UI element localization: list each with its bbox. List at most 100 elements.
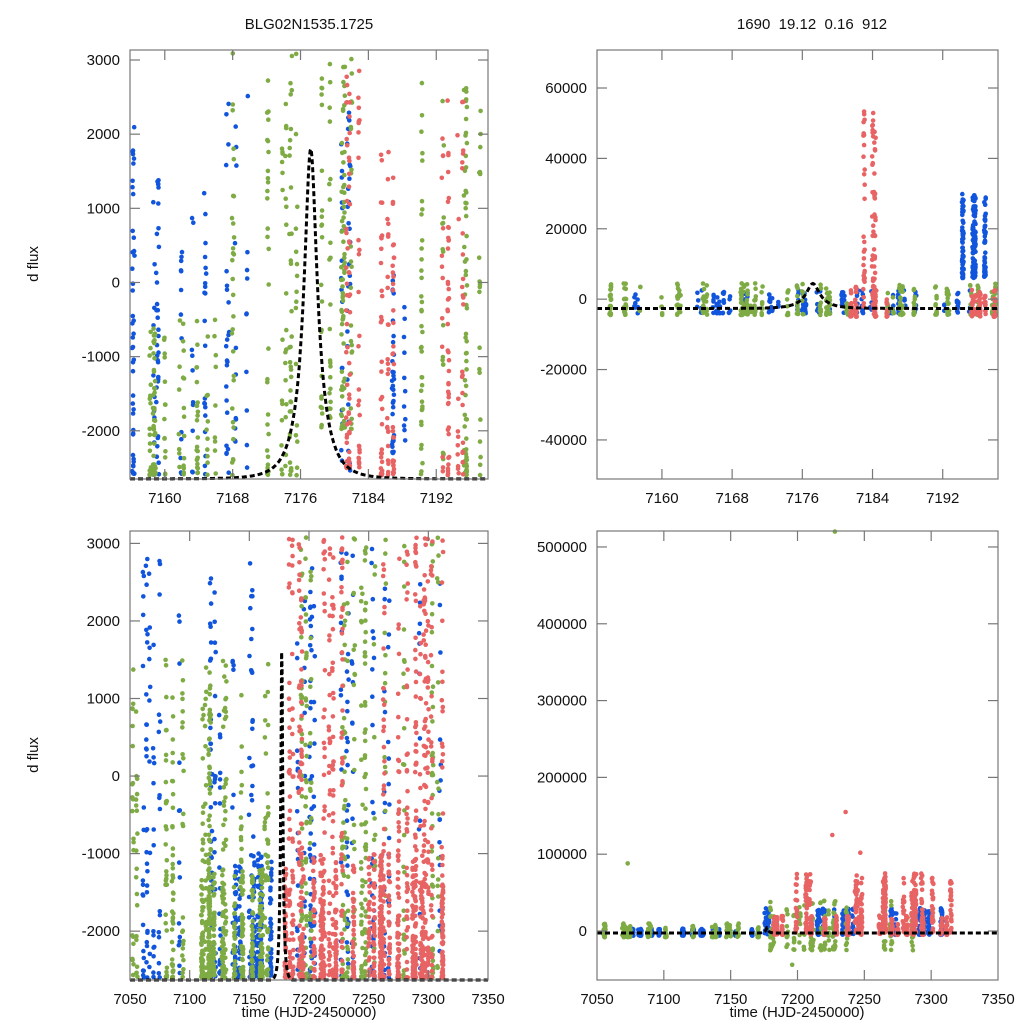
data-point-green [294,289,299,295]
data-point-red [390,428,396,434]
data-point-green [232,925,237,930]
data-point-red [420,889,425,895]
data-point-green [362,738,368,744]
data-point-green [294,472,299,478]
data-point-blue [152,262,157,267]
data-point-green [206,857,211,862]
data-point-blue [308,623,314,629]
data-point-red [404,934,410,940]
data-point-green [176,387,182,392]
data-point-red [386,862,391,868]
data-point-green [239,692,244,698]
data-point-green [327,119,333,124]
data-point-green [206,832,212,838]
data-point-red [371,948,377,954]
data-point-red [446,286,452,292]
data-point-red [446,225,452,230]
data-point-red [440,704,446,710]
data-point-green [200,821,205,826]
data-point-red [340,868,345,873]
data-point-green [382,670,388,676]
data-point-green [463,213,469,219]
data-point-red [420,958,425,964]
data-point-green [250,935,256,941]
data-point-green [152,386,158,391]
data-point-green [897,295,903,300]
data-point-green [307,840,313,846]
data-point-red [413,679,419,685]
data-point-green [419,212,424,217]
data-point-green [419,268,424,273]
data-point-blue [144,883,150,888]
data-point-red [296,830,302,835]
data-point-green [327,326,333,332]
data-point-red [346,270,352,275]
data-point-red [429,962,435,968]
data-point-blue [156,729,162,735]
data-point-green [207,851,212,857]
data-point-green [163,657,168,663]
data-point-green [207,791,213,796]
data-point-green [342,149,347,155]
data-point-green [419,422,424,428]
data-point-red [385,458,391,463]
data-point-green [239,889,245,894]
data-point-green [477,439,483,444]
data-point-green [885,290,891,296]
data-point-green [341,239,346,244]
data-point-blue [130,393,136,398]
data-point-green [250,951,255,957]
data-point-blue [177,963,182,969]
data-point-blue [711,293,716,299]
data-point-red [356,105,362,111]
data-point-blue [234,163,239,168]
data-point-green [287,153,292,158]
data-point-green [345,658,350,664]
data-point-blue [268,916,273,922]
data-point-green [195,413,200,418]
data-point-green [360,802,365,808]
data-point-green [818,282,823,288]
x-tick-label: 7168 [715,490,748,507]
data-point-green [265,860,270,865]
data-point-red [445,199,451,205]
data-point-green [638,284,643,290]
data-point-green [363,829,369,835]
data-point-blue [202,401,208,407]
data-point-blue [130,184,135,190]
data-point-blue [146,571,152,576]
data-point-green [194,447,199,453]
data-point-red [445,466,451,472]
data-point-blue [244,276,250,281]
data-point-green [170,866,176,871]
data-point-red [425,839,431,845]
data-point-green [170,846,176,851]
data-point-green [134,848,139,853]
data-point-blue [212,619,217,625]
data-point-green [294,261,300,267]
data-point-green [147,396,153,402]
data-point-red [404,959,410,965]
data-point-red [456,396,461,402]
data-point-green [348,406,354,411]
data-point-green [264,448,270,453]
data-point-green [294,273,300,279]
data-point-green [319,235,325,240]
data-point-green [232,930,237,936]
data-point-blue [382,596,388,602]
data-point-red [872,171,877,176]
data-point-blue [247,755,252,761]
data-point-red [460,166,465,171]
data-point-green [265,854,271,859]
data-point-red [340,864,345,869]
data-point-green [162,436,167,441]
data-point-blue [371,635,376,641]
data-point-blue [632,295,637,300]
data-point-blue [131,235,137,240]
data-point-green [318,404,324,410]
data-point-red [327,792,333,797]
data-point-red [861,131,866,136]
data-point-green [231,156,237,162]
data-point-red [379,200,385,205]
data-point-green [464,104,470,110]
